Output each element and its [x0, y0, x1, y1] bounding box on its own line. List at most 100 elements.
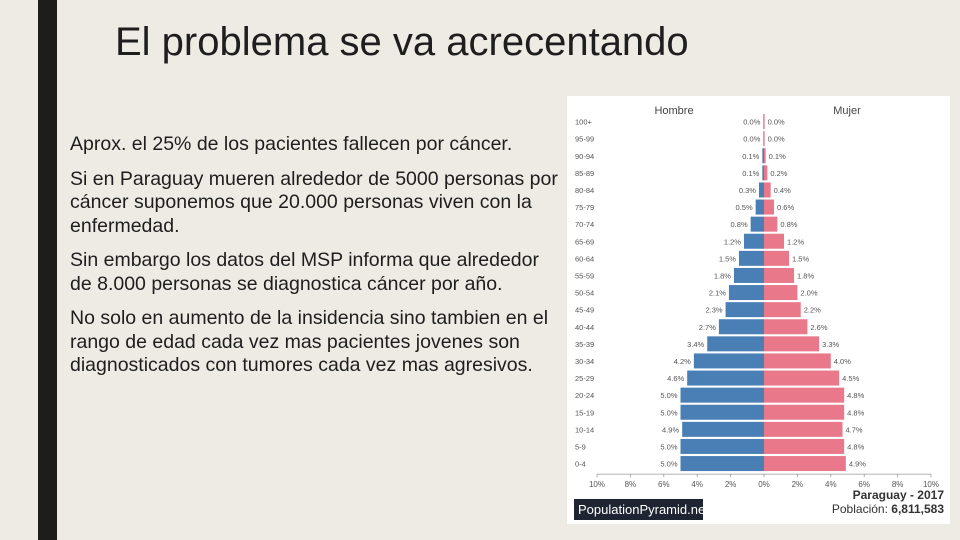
- value-label-female: 2.2%: [804, 306, 821, 315]
- value-label-male: 3.4%: [687, 340, 704, 349]
- x-tick-label: 0%: [758, 480, 770, 489]
- age-label: 95-99: [575, 135, 594, 144]
- value-label-female: 1.5%: [792, 254, 809, 263]
- age-label: 85-89: [575, 169, 594, 178]
- bar-male: [750, 216, 764, 232]
- bar-male: [763, 114, 764, 130]
- value-label-male: 5.0%: [660, 460, 677, 469]
- x-tick-label: 10%: [923, 480, 939, 489]
- paragraph-1: Aprox. el 25% de los pacientes fallecen …: [70, 133, 513, 155]
- age-label: 80-84: [575, 186, 594, 195]
- bar-female: [764, 319, 808, 335]
- bar-male: [693, 353, 764, 369]
- value-label-male: 0.0%: [743, 118, 760, 127]
- x-tick-label: 6%: [858, 480, 870, 489]
- bar-male: [680, 456, 764, 472]
- value-label-male: 2.1%: [709, 289, 726, 298]
- value-label-female: 1.2%: [787, 237, 804, 246]
- legend-female: Mujer: [833, 105, 861, 117]
- x-tick-label: 2%: [792, 480, 804, 489]
- value-label-female: 2.6%: [810, 323, 827, 332]
- age-label: 15-19: [575, 408, 594, 417]
- x-tick-label: 6%: [658, 480, 670, 489]
- age-label: 75-79: [575, 203, 594, 212]
- x-tick-label: 8%: [892, 480, 904, 489]
- age-label: 35-39: [575, 340, 594, 349]
- bar-female: [764, 438, 845, 454]
- bar-female: [764, 233, 785, 249]
- age-label: 45-49: [575, 306, 594, 315]
- x-tick-label: 4%: [825, 480, 837, 489]
- bar-female: [764, 165, 768, 181]
- value-label-male: 1.8%: [714, 271, 731, 280]
- bar-female: [764, 131, 765, 147]
- population-line: Población: 6,811,583: [832, 502, 944, 516]
- age-label: 30-34: [575, 357, 594, 366]
- value-label-female: 0.6%: [777, 203, 794, 212]
- value-label-female: 4.9%: [849, 460, 866, 469]
- bar-male: [755, 199, 764, 215]
- bar-male: [725, 302, 764, 318]
- value-label-male: 4.6%: [667, 374, 684, 383]
- value-label-female: 0.2%: [770, 169, 787, 178]
- bar-female: [764, 182, 771, 198]
- value-label-female: 3.3%: [822, 340, 839, 349]
- pyramid-svg: Hombre Mujer 100+ 0.0% 0.0% 95-99 0.0% 0.0% 90-9…: [575, 105, 939, 489]
- age-label: 0-4: [575, 460, 586, 469]
- bar-female: [764, 114, 765, 130]
- bar-male: [687, 370, 764, 386]
- bar-female: [764, 199, 775, 215]
- bar-female: [764, 421, 843, 437]
- bar-female: [764, 370, 840, 386]
- value-label-female: 0.1%: [769, 152, 786, 161]
- value-label-female: 4.0%: [834, 357, 851, 366]
- bar-male: [728, 285, 764, 301]
- paragraph-3: Sin embargo los datos del MSP informa qu…: [70, 249, 539, 295]
- bar-female: [764, 404, 845, 420]
- bar-female: [764, 267, 795, 283]
- value-label-female: 0.8%: [780, 220, 797, 229]
- bar-female: [764, 216, 778, 232]
- age-label: 65-69: [575, 237, 594, 246]
- value-label-male: 0.5%: [736, 203, 753, 212]
- value-label-male: 0.3%: [739, 186, 756, 195]
- value-label-male: 4.2%: [674, 357, 691, 366]
- value-label-male: 0.1%: [742, 152, 759, 161]
- value-label-male: 2.3%: [705, 306, 722, 315]
- age-label: 40-44: [575, 323, 594, 332]
- bar-male: [680, 404, 764, 420]
- bar-male: [718, 319, 764, 335]
- bar-female: [764, 387, 845, 403]
- value-label-male: 0.8%: [731, 220, 748, 229]
- value-label-male: 5.0%: [660, 408, 677, 417]
- age-label: 90-94: [575, 152, 594, 161]
- value-label-female: 2.0%: [800, 289, 817, 298]
- bar-male: [680, 438, 764, 454]
- paragraph-4: No solo en aumento de la insidencia sino…: [70, 307, 549, 376]
- source-logo: PopulationPyramid.net: [574, 499, 703, 520]
- bar-male: [762, 165, 764, 181]
- value-label-female: 4.8%: [847, 391, 864, 400]
- value-label-female: 4.5%: [842, 374, 859, 383]
- value-label-male: 1.5%: [719, 254, 736, 263]
- age-label: 100+: [575, 118, 593, 127]
- value-label-male: 4.9%: [662, 425, 679, 434]
- value-label-female: 1.8%: [797, 271, 814, 280]
- bar-male: [733, 267, 764, 283]
- country-label: Paraguay - 2017: [852, 488, 944, 502]
- value-label-female: 4.8%: [847, 408, 864, 417]
- age-label: 60-64: [575, 254, 594, 263]
- body-text: Aprox. el 25% de los pacientes fallecen …: [70, 133, 560, 389]
- bar-female: [764, 148, 766, 164]
- left-accent-bar: [38, 0, 57, 540]
- age-label: 50-54: [575, 289, 594, 298]
- population-pyramid: Hombre Mujer 100+ 0.0% 0.0% 95-99 0.0% 0.0% 90-9…: [567, 96, 950, 524]
- bar-male: [682, 421, 764, 437]
- age-label: 55-59: [575, 271, 594, 280]
- bar-male: [738, 250, 764, 266]
- value-label-male: 0.1%: [742, 169, 759, 178]
- age-label: 25-29: [575, 374, 594, 383]
- bar-male: [762, 148, 764, 164]
- population-value: 6,811,583: [891, 502, 944, 516]
- bar-female: [764, 302, 801, 318]
